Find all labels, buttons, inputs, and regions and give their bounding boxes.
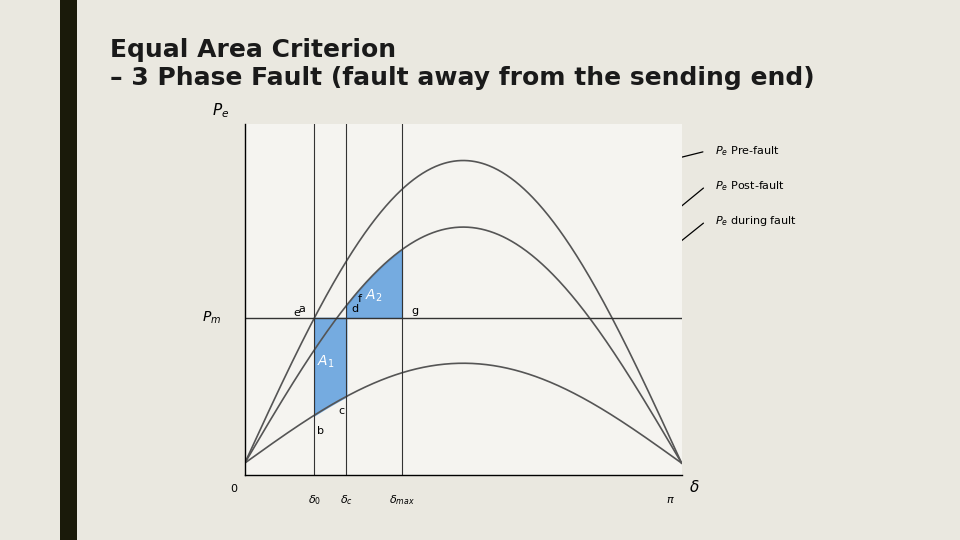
Text: c: c — [339, 406, 345, 416]
Text: a: a — [299, 304, 305, 314]
Text: $P_e$ Post-fault: $P_e$ Post-fault — [715, 179, 785, 193]
Text: $\pi$: $\pi$ — [666, 495, 675, 505]
Text: $P_e$ Pre-fault: $P_e$ Pre-fault — [715, 144, 780, 158]
Text: 0: 0 — [230, 484, 237, 494]
Text: $A_1$: $A_1$ — [317, 354, 335, 370]
Text: $\delta_0$: $\delta_0$ — [308, 493, 321, 507]
Text: $A_2$: $A_2$ — [366, 288, 383, 304]
Text: $P_m$: $P_m$ — [203, 309, 222, 326]
Text: f: f — [357, 294, 361, 303]
Text: $P_e$: $P_e$ — [212, 101, 229, 119]
Text: $\delta$: $\delta$ — [689, 480, 700, 496]
Bar — [60, 0, 77, 540]
Text: g: g — [412, 306, 419, 316]
Text: $\delta_{max}$: $\delta_{max}$ — [389, 493, 415, 507]
Text: $\delta_c$: $\delta_c$ — [340, 493, 352, 507]
Text: $P_e$ during fault: $P_e$ during fault — [715, 214, 797, 228]
Text: d: d — [351, 304, 359, 314]
Text: Equal Area Criterion
– 3 Phase Fault (fault away from the sending end): Equal Area Criterion – 3 Phase Fault (fa… — [110, 38, 815, 90]
Text: b: b — [318, 426, 324, 436]
Text: e: e — [294, 308, 300, 318]
